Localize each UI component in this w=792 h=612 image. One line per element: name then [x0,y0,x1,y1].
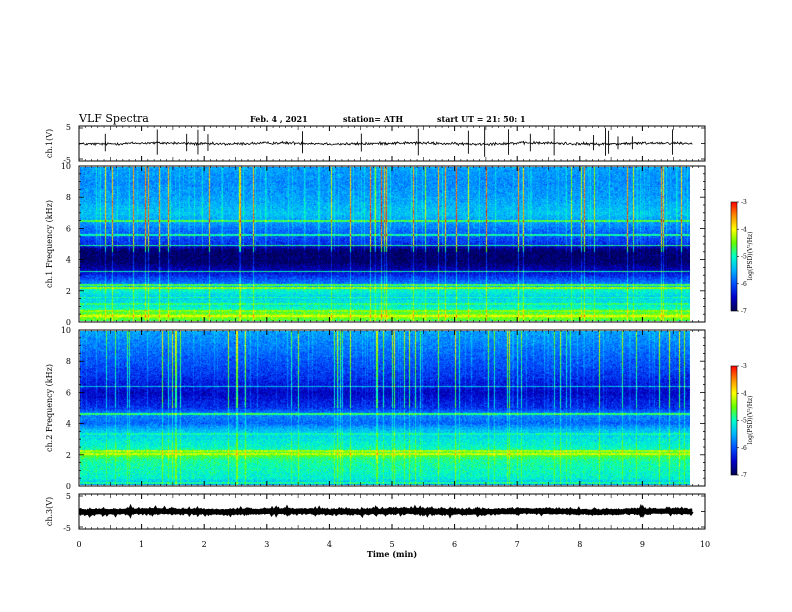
colorbar-tick-label: -5 [741,254,747,261]
x-tick-label: 5 [389,540,394,549]
ch2-spectrogram-panel: 0 2 4 6 8 10 ch.2 Frequency (kHz) -3 -4 -5 -6 -7 … [45,326,754,491]
figure-title: VLF Spectra [78,112,149,125]
ch2-colorbar: -3 -4 -5 -6 -7 log(PSD)(V²/Hz) [730,363,754,479]
ch1-colorbar-gradient [730,201,738,312]
figure-header: VLF Spectra Feb. 4 , 2021 station= ATH s… [78,112,526,125]
colorbar-tick-label: -6 [741,281,747,288]
colorbar-tick-label: -6 [741,445,747,452]
ch1-waveform-panel: 5 -5 ch.1(V) [45,123,706,165]
waveform-trace [79,503,694,519]
x-tick-label: 7 [515,540,520,549]
ch2-spectrogram-ticks [78,329,706,487]
y-tick-label: 6 [66,224,71,233]
colorbar-tick-label: -7 [741,472,747,479]
ch1-waveform-ylabel: ch.1(V) [45,129,54,158]
ch1-colorbar: -3 -4 -5 -6 -7 log(PSD)(V²/Hz) [730,199,754,315]
x-tick-label: 10 [700,540,710,549]
ch1-ytick-top: 5 [66,123,71,132]
y-tick-label: 0 [66,482,71,491]
header-station: station= ATH [343,114,403,124]
ch1-waveform-plot [79,126,693,157]
ch1-spectrogram-panel: 0 2 4 6 8 10 ch.1 Frequency (kHz) -3 -4 -5 -6 -7 … [45,162,754,327]
header-date: Feb. 4 , 2021 [250,114,308,124]
y-tick-label: 8 [66,357,71,366]
ch1-spectrogram-ytick-labels: 0 2 4 6 8 10 [61,162,71,327]
x-tick-label: 6 [452,540,457,549]
x-tick-label: 9 [640,540,645,549]
ch2-colorbar-ticks: -3 -4 -5 -6 -7 [737,363,747,479]
header-start-time: start UT = 21: 50: 1 [437,114,526,124]
ch2-spectrogram-image [80,331,690,485]
y-tick-label: 10 [61,162,71,171]
ch2-colorbar-gradient [730,365,738,476]
ch3-waveform-ylabel: ch.3(V) [45,497,54,526]
ch3-waveform-ticks [78,494,706,529]
ch2-colorbar-label: log(PSD)(V²/Hz) [747,396,754,445]
ch1-waveform-ticks [78,126,706,161]
x-axis-label: Time (min) [367,549,417,559]
x-tick-label: 3 [264,540,269,549]
ch3-waveform-plot [79,503,694,519]
y-tick-label: 4 [66,420,71,429]
y-tick-label: 0 [66,318,71,327]
y-tick-label: 10 [61,326,71,335]
ch1-spectrogram-ylabel: ch.1 Frequency (kHz) [45,200,54,288]
ch1-spectrogram-image [80,167,690,321]
ch1-colorbar-ticks: -3 -4 -5 -6 -7 [737,199,747,315]
x-tick-label: 1 [139,540,144,549]
ch3-ytick-top: 5 [66,492,71,501]
colorbar-tick-label: -4 [741,226,747,233]
ch1-colorbar-label: log(PSD)(V²/Hz) [747,232,754,281]
x-tick-label: 2 [202,540,207,549]
x-tick-label: 0 [76,540,81,549]
colorbar-tick-label: -7 [741,308,747,315]
ch2-spectrogram-ytick-labels: 0 2 4 6 8 10 [61,326,71,491]
y-tick-label: 4 [66,256,71,265]
y-tick-label: 2 [66,451,71,460]
colorbar-tick-label: -4 [741,390,747,397]
colorbar-tick-label: -3 [741,199,747,206]
ch2-spectrogram-ylabel: ch.2 Frequency (kHz) [45,364,54,452]
y-tick-label: 2 [66,287,71,296]
x-axis-tick-labels: 0 1 2 3 4 5 6 7 8 9 10 [76,540,710,549]
colorbar-tick-label: -3 [741,363,747,370]
waveform-trace [79,140,693,147]
ch1-ytick-bottom: -5 [63,156,71,165]
colorbar-tick-label: -5 [741,418,747,425]
y-tick-label: 6 [66,388,71,397]
ch3-ytick-bottom: -5 [63,524,71,533]
ch1-spectrogram-ticks [78,165,706,323]
x-tick-label: 4 [327,540,332,549]
y-tick-label: 8 [66,193,71,202]
x-tick-label: 8 [577,540,582,549]
ch3-waveform-panel: 5 -5 ch.3(V) [45,492,706,533]
